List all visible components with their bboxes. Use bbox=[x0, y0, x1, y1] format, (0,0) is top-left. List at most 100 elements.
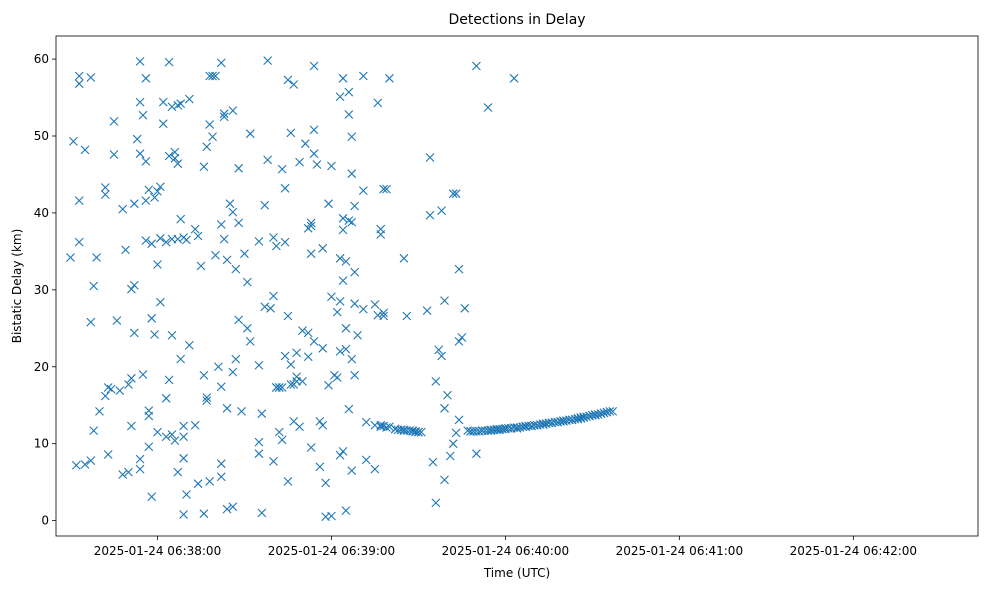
data-point bbox=[135, 454, 145, 464]
x-tick-label: 2025-01-24 06:41:00 bbox=[616, 544, 743, 558]
data-point bbox=[608, 406, 618, 416]
data-point bbox=[254, 236, 264, 246]
data-point bbox=[205, 476, 215, 486]
data-point bbox=[341, 344, 351, 354]
data-point bbox=[153, 186, 162, 196]
data-point bbox=[109, 116, 119, 126]
data-point bbox=[283, 311, 293, 321]
data-point bbox=[318, 243, 328, 253]
y-tick-label: 50 bbox=[34, 129, 49, 143]
y-tick-label: 30 bbox=[34, 283, 49, 297]
data-point bbox=[286, 380, 296, 389]
data-point bbox=[509, 73, 519, 83]
data-point bbox=[147, 492, 157, 502]
data-point bbox=[211, 71, 220, 81]
data-point bbox=[416, 427, 426, 437]
data-point bbox=[414, 427, 423, 437]
data-point bbox=[283, 75, 293, 85]
data-point bbox=[385, 73, 394, 83]
data-point bbox=[347, 217, 357, 227]
data-point bbox=[103, 383, 113, 392]
data-point bbox=[161, 432, 171, 442]
data-point bbox=[234, 218, 244, 228]
data-point bbox=[164, 57, 174, 67]
data-point bbox=[448, 189, 458, 199]
data-point bbox=[103, 450, 113, 459]
data-point bbox=[179, 432, 188, 442]
data-point bbox=[144, 185, 154, 195]
data-point bbox=[199, 162, 209, 172]
data-point bbox=[196, 261, 206, 271]
data-point bbox=[179, 453, 188, 463]
data-point bbox=[283, 476, 293, 486]
data-point bbox=[245, 336, 255, 346]
data-point bbox=[222, 255, 232, 265]
data-point bbox=[344, 216, 354, 226]
data-point bbox=[66, 253, 75, 262]
data-point bbox=[199, 509, 209, 519]
data-point bbox=[347, 354, 357, 364]
data-point bbox=[135, 56, 145, 66]
data-point bbox=[155, 297, 165, 307]
data-point bbox=[138, 370, 148, 379]
data-point bbox=[86, 73, 96, 82]
data-point bbox=[402, 311, 412, 321]
data-point bbox=[300, 139, 310, 149]
data-point bbox=[219, 109, 229, 119]
data-point bbox=[260, 302, 270, 312]
data-point bbox=[269, 456, 278, 466]
y-tick-label: 40 bbox=[34, 206, 49, 220]
data-point bbox=[332, 307, 342, 317]
data-point bbox=[472, 61, 481, 71]
data-point bbox=[158, 97, 168, 107]
data-point bbox=[173, 234, 183, 244]
data-point bbox=[358, 71, 368, 81]
data-point bbox=[242, 323, 252, 333]
data-point bbox=[202, 396, 212, 406]
data-point bbox=[234, 315, 244, 325]
data-point bbox=[425, 153, 435, 162]
data-point bbox=[170, 147, 180, 157]
data-point bbox=[138, 110, 148, 120]
data-point bbox=[373, 98, 383, 108]
data-point bbox=[280, 237, 290, 247]
data-point bbox=[89, 426, 99, 436]
x-tick-label: 2025-01-24 06:39:00 bbox=[268, 544, 395, 558]
data-point bbox=[445, 451, 455, 461]
y-tick-label: 10 bbox=[34, 437, 49, 451]
data-point bbox=[443, 390, 452, 400]
data-point bbox=[228, 367, 238, 377]
data-point bbox=[344, 87, 354, 97]
data-point bbox=[303, 352, 313, 362]
data-point bbox=[428, 457, 438, 467]
data-point bbox=[176, 214, 186, 224]
data-point bbox=[257, 508, 267, 518]
data-point bbox=[327, 511, 336, 521]
data-point bbox=[437, 206, 447, 216]
data-point bbox=[118, 470, 128, 479]
data-point bbox=[335, 253, 345, 263]
data-point bbox=[448, 439, 458, 449]
data-point bbox=[298, 376, 307, 386]
data-point bbox=[350, 201, 360, 211]
data-point bbox=[318, 420, 328, 430]
data-point bbox=[599, 408, 609, 418]
data-point bbox=[161, 237, 171, 247]
data-point bbox=[324, 199, 333, 209]
data-point bbox=[106, 384, 116, 394]
data-point bbox=[440, 403, 449, 413]
data-point bbox=[216, 472, 226, 482]
data-point bbox=[341, 256, 351, 266]
data-point bbox=[440, 296, 449, 306]
data-point bbox=[344, 404, 354, 414]
data-point bbox=[132, 134, 142, 144]
data-point bbox=[170, 153, 180, 163]
data-point bbox=[451, 428, 461, 438]
data-point bbox=[126, 284, 136, 294]
data-point bbox=[115, 386, 125, 396]
data-point bbox=[176, 99, 186, 109]
data-point bbox=[202, 142, 212, 152]
data-point bbox=[182, 490, 191, 499]
data-point bbox=[147, 239, 157, 249]
data-point bbox=[298, 326, 307, 336]
